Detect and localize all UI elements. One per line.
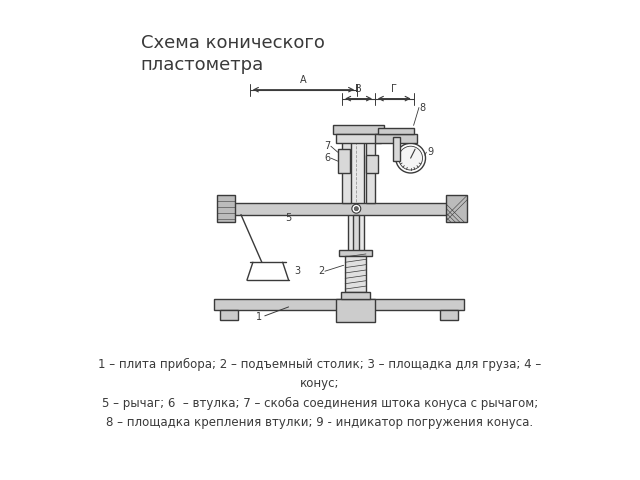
Bar: [378, 128, 413, 134]
Bar: [214, 300, 464, 310]
Text: 8: 8: [420, 103, 426, 112]
Bar: [217, 195, 235, 222]
Circle shape: [369, 164, 376, 170]
Bar: [333, 125, 384, 134]
Text: 9: 9: [427, 147, 433, 157]
Bar: [232, 203, 449, 215]
Bar: [446, 195, 467, 222]
Circle shape: [352, 204, 361, 213]
Bar: [342, 128, 351, 203]
Text: 5: 5: [285, 213, 292, 223]
Bar: [339, 251, 372, 256]
Bar: [340, 292, 371, 300]
Polygon shape: [349, 256, 363, 278]
Text: B: B: [355, 84, 362, 94]
Circle shape: [354, 206, 358, 211]
Text: 8 – площадка крепления втулки; 9 - индикатор погружения конуса.: 8 – площадка крепления втулки; 9 - индик…: [106, 416, 534, 429]
Text: 1 – плита прибора; 2 – подъемный столик; 3 – площадка для груза; 4 –: 1 – плита прибора; 2 – подъемный столик;…: [99, 358, 541, 372]
Circle shape: [340, 151, 348, 159]
Bar: [393, 137, 400, 161]
Text: конус;: конус;: [300, 377, 340, 391]
Bar: [345, 256, 366, 292]
Bar: [339, 310, 369, 320]
Bar: [440, 310, 458, 320]
Bar: [353, 215, 359, 256]
Bar: [220, 310, 238, 320]
Text: 6: 6: [324, 153, 330, 163]
Text: 7: 7: [324, 141, 330, 151]
Bar: [366, 128, 375, 203]
Circle shape: [342, 153, 346, 157]
Bar: [375, 134, 417, 143]
Circle shape: [396, 143, 426, 173]
Text: 2: 2: [318, 266, 324, 276]
Circle shape: [399, 146, 422, 170]
Text: 3: 3: [294, 266, 301, 276]
Bar: [366, 155, 378, 173]
Text: 5 – рычаг; 6  – втулка; 7 – скоба соединения штока конуса с рычагом;: 5 – рычаг; 6 – втулка; 7 – скоба соедине…: [102, 396, 538, 410]
Text: Схема конического
пластометра: Схема конического пластометра: [141, 34, 324, 74]
Bar: [336, 134, 381, 143]
Text: Г: Г: [391, 84, 397, 94]
Text: A: A: [300, 75, 307, 85]
Text: 1: 1: [256, 312, 262, 323]
Bar: [348, 127, 365, 300]
Bar: [336, 300, 375, 322]
Bar: [338, 149, 349, 173]
